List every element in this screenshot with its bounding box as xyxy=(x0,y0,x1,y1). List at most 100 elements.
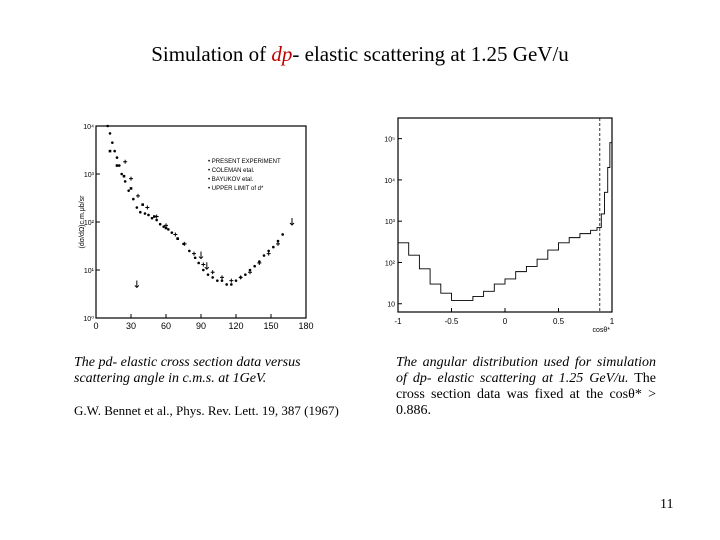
left-data-point xyxy=(220,279,224,282)
left-upper-limit-marker xyxy=(204,262,210,270)
right-x-axis-label: cosθ* xyxy=(592,327,610,334)
left-reference: G.W. Bennet et al., Phys. Rev. Lett. 19,… xyxy=(74,403,339,418)
left-data-point xyxy=(244,273,247,276)
left-data-point xyxy=(197,261,200,265)
left-data-point-square xyxy=(115,164,119,167)
left-data-point-cross xyxy=(220,275,224,280)
title-highlight: dp xyxy=(271,42,293,66)
right-x-tick-label: -1 xyxy=(394,317,402,326)
left-legend-entry: • PRESENT EXPERIMENT xyxy=(208,159,281,165)
left-data-point xyxy=(248,268,252,272)
left-data-point xyxy=(206,273,210,276)
right-caption-normal: The cross section data was fixed at the … xyxy=(396,371,657,418)
left-chart-svg: 0 30 60 90 120 150 180 10⁰ 10¹ 10² 10³ 10⁴ (dσ/dΩ)c.… xyxy=(79,124,314,331)
left-data-point-cross xyxy=(266,251,271,256)
left-x-tick-label: 180 xyxy=(298,321,313,331)
left-data-point xyxy=(150,216,154,220)
left-x-tick-label: 120 xyxy=(228,321,243,331)
left-upper-limit-marker xyxy=(134,280,140,289)
right-y-tick-label: 10² xyxy=(385,260,396,267)
left-data-point xyxy=(202,268,205,272)
left-data-point xyxy=(139,210,142,214)
left-data-point-square xyxy=(108,149,112,153)
left-y-tick-label: 10⁰ xyxy=(83,315,94,323)
left-data-point-cross xyxy=(276,241,280,246)
left-legend-entry: • COLEMAN etal. xyxy=(208,168,255,174)
right-x-tick-label: 1 xyxy=(610,317,615,326)
left-data-point xyxy=(193,256,197,260)
title-suffix: - elastic scattering at 1.25 GeV/u xyxy=(292,42,569,66)
left-plot-frame xyxy=(95,125,307,319)
left-data-point xyxy=(225,283,228,286)
left-legend-entry: • UPPER LIMIT of d* xyxy=(208,186,264,192)
left-caption: The pd- elastic cross section data versu… xyxy=(74,355,301,386)
left-data-point xyxy=(167,228,170,231)
left-y-axis-label: (dσ/dΩ)c.m.μb/sr xyxy=(79,195,86,249)
left-data-point-cross xyxy=(182,241,187,246)
left-data-point-square xyxy=(164,226,168,230)
left-x-tick-label: 90 xyxy=(196,321,206,331)
left-x-tick-label: 30 xyxy=(126,321,136,331)
left-data-point xyxy=(127,189,130,192)
left-x-tick-label: 0 xyxy=(93,321,98,331)
left-y-tick-label: 10² xyxy=(84,220,95,227)
left-data-point-cross xyxy=(248,270,252,275)
left-data-point-cross xyxy=(136,193,140,198)
left-data-point xyxy=(234,279,238,282)
left-y-tick-label: 10³ xyxy=(84,172,95,179)
left-data-point xyxy=(118,164,121,167)
left-data-point-cross xyxy=(145,205,150,210)
left-data-point xyxy=(170,231,174,234)
right-y-tick-label: 10⁴ xyxy=(384,178,395,185)
left-data-point-cross xyxy=(192,251,196,256)
right-caption-italic: The angular distribution used for simula… xyxy=(396,355,656,386)
left-data-point-square xyxy=(176,237,179,240)
left-data-point xyxy=(158,222,162,226)
left-data-point xyxy=(143,212,147,215)
right-x-tick-label: -0.5 xyxy=(445,317,459,326)
left-data-point xyxy=(147,213,150,217)
left-data-point-square xyxy=(153,215,156,218)
left-data-point xyxy=(272,245,275,249)
left-data-point-cross xyxy=(173,232,178,237)
left-data-point xyxy=(108,132,112,135)
left-figure-cross-section-vs-angle: 0 30 60 90 120 150 180 10⁰ 10¹ 10² 10³ 10⁴ (dσ/dΩ)c.… xyxy=(78,118,323,336)
right-caption: The angular distribution used for simula… xyxy=(396,355,656,419)
left-data-point xyxy=(188,249,191,253)
left-data-point xyxy=(262,254,266,257)
left-data-point-cross xyxy=(123,159,128,164)
left-y-tick-label: 10⁴ xyxy=(83,124,94,131)
left-data-point xyxy=(155,218,158,222)
page-number: 11 xyxy=(660,497,674,512)
left-data-point xyxy=(230,283,233,286)
left-legend-entry: • BAYUKOV etal. xyxy=(208,177,254,183)
left-data-point-square xyxy=(141,203,144,206)
left-upper-limit-marker xyxy=(198,251,204,260)
right-y-tick-label: 10 xyxy=(387,302,395,309)
left-data-point-cross xyxy=(210,270,215,275)
right-x-tick-label: 0 xyxy=(503,317,508,326)
left-data-point xyxy=(267,249,270,253)
left-data-point-cross xyxy=(201,262,206,267)
left-data-point xyxy=(115,156,119,159)
right-figure-angular-distribution: -1 -0.5 0 0.5 1 cosθ* 10 10² 10³ 10⁴ 10⁵ xyxy=(368,112,618,338)
left-data-point-cross xyxy=(229,278,234,283)
left-data-point xyxy=(111,141,114,144)
left-data-point-cross xyxy=(238,275,243,280)
left-x-tick-label: 60 xyxy=(161,321,171,331)
left-upper-limit-marker xyxy=(289,218,295,226)
left-y-tick-label: 10¹ xyxy=(84,268,95,275)
left-data-point xyxy=(162,225,165,228)
left-data-point-cross xyxy=(257,260,262,265)
left-data-point xyxy=(276,239,280,243)
left-data-point xyxy=(132,197,135,201)
left-data-point xyxy=(135,206,139,209)
left-data-point xyxy=(106,124,109,128)
left-data-point xyxy=(113,149,116,153)
title-prefix: Simulation of xyxy=(151,42,272,66)
left-data-point xyxy=(216,279,219,282)
left-x-tick-label: 150 xyxy=(263,321,278,331)
left-data-point xyxy=(281,233,284,236)
left-data-point xyxy=(123,180,127,183)
